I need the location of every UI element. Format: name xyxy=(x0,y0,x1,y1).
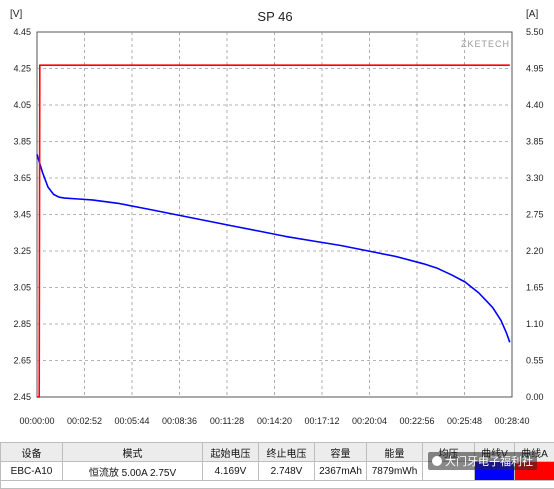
x-tick-label: 00:17:12 xyxy=(304,416,339,426)
cell-capacity: 2367mAh xyxy=(315,462,367,481)
y-right-tick-label: 0.00 xyxy=(526,392,544,402)
y-right-tick-label: 1.10 xyxy=(526,319,544,329)
cell-mode: 恒流放 5.00A 2.75V xyxy=(63,462,203,481)
x-tick-label: 00:11:28 xyxy=(210,416,244,426)
y-left-tick-label: 4.45 xyxy=(13,27,31,37)
y-right-tick-label: 4.95 xyxy=(526,64,544,74)
chart-title: SP 46 xyxy=(257,9,292,24)
brand-overlay-text: 大门牙电子福利社 xyxy=(445,456,533,468)
header-energy: 能量 xyxy=(367,443,423,462)
x-tick-label: 00:20:04 xyxy=(352,416,387,426)
y-left-tick-label: 3.85 xyxy=(13,137,31,147)
y-left-tick-label: 2.45 xyxy=(13,392,31,402)
info-spacer-row xyxy=(1,481,554,489)
header-device: 设备 xyxy=(1,443,63,462)
x-tick-label: 00:22:56 xyxy=(399,416,434,426)
y-left-tick-label: 4.05 xyxy=(13,100,31,110)
x-tick-label: 00:00:00 xyxy=(19,416,54,426)
y-left-tick-label: 3.45 xyxy=(13,210,31,220)
info-spacer-cell xyxy=(1,481,554,489)
x-tick-label: 00:05:44 xyxy=(114,416,149,426)
cell-energy: 7879mWh xyxy=(367,462,423,481)
x-tick-label: 00:08:36 xyxy=(162,416,197,426)
x-tick-label: 00:14:20 xyxy=(257,416,292,426)
y-left-unit: [V] xyxy=(10,9,22,20)
x-axis: 00:00:00 00:02:52 00:05:44 00:08:36 00:11:28… xyxy=(19,416,529,426)
watermark: ZKETECH xyxy=(461,39,510,49)
chart: 4.45 4.25 4.05 3.85 3.65 3.45 3.25 3.05 2.85 2.65… xyxy=(0,0,554,442)
y-right-tick-label: 2.75 xyxy=(526,210,544,220)
y-right-tick-label: 2.20 xyxy=(526,246,544,256)
y-right-tick-label: 1.65 xyxy=(526,283,544,293)
y-left-tick-label: 4.25 xyxy=(13,64,31,74)
cell-device: EBC-A10 xyxy=(1,462,63,481)
brand-overlay: 大门牙电子福利社 xyxy=(428,452,537,470)
y-left-tick-label: 2.65 xyxy=(13,356,31,366)
y-right-tick-label: 3.30 xyxy=(526,173,544,183)
x-tick-label: 00:25:48 xyxy=(447,416,482,426)
y-right-tick-label: 5.50 xyxy=(526,27,544,37)
y-right-tick-label: 4.40 xyxy=(526,100,544,110)
header-capacity: 容量 xyxy=(315,443,367,462)
header-end-voltage: 终止电压 xyxy=(259,443,315,462)
y-right-tick-label: 0.55 xyxy=(526,356,544,366)
y-right-unit: [A] xyxy=(526,9,538,20)
header-start-voltage: 起始电压 xyxy=(203,443,259,462)
cell-start-voltage: 4.169V xyxy=(203,462,259,481)
y-right-tick-label: 3.85 xyxy=(526,137,544,147)
wechat-icon xyxy=(432,456,442,466)
cell-end-voltage: 2.748V xyxy=(259,462,315,481)
header-mode: 模式 xyxy=(63,443,203,462)
y-left-tick-label: 3.65 xyxy=(13,173,31,183)
y-left-tick-label: 3.25 xyxy=(13,246,31,256)
y-left-tick-label: 3.05 xyxy=(13,283,31,293)
x-tick-label: 00:02:52 xyxy=(67,416,102,426)
y-axis-right: 5.50 4.95 4.40 3.85 3.30 2.75 2.20 1.65 1.10 0.55… xyxy=(526,27,544,402)
y-left-tick-label: 2.85 xyxy=(13,319,31,329)
x-tick-label: 00:28:40 xyxy=(494,416,529,426)
y-axis-left: 4.45 4.25 4.05 3.85 3.65 3.45 3.25 3.05 2.85 2.65… xyxy=(13,27,31,402)
